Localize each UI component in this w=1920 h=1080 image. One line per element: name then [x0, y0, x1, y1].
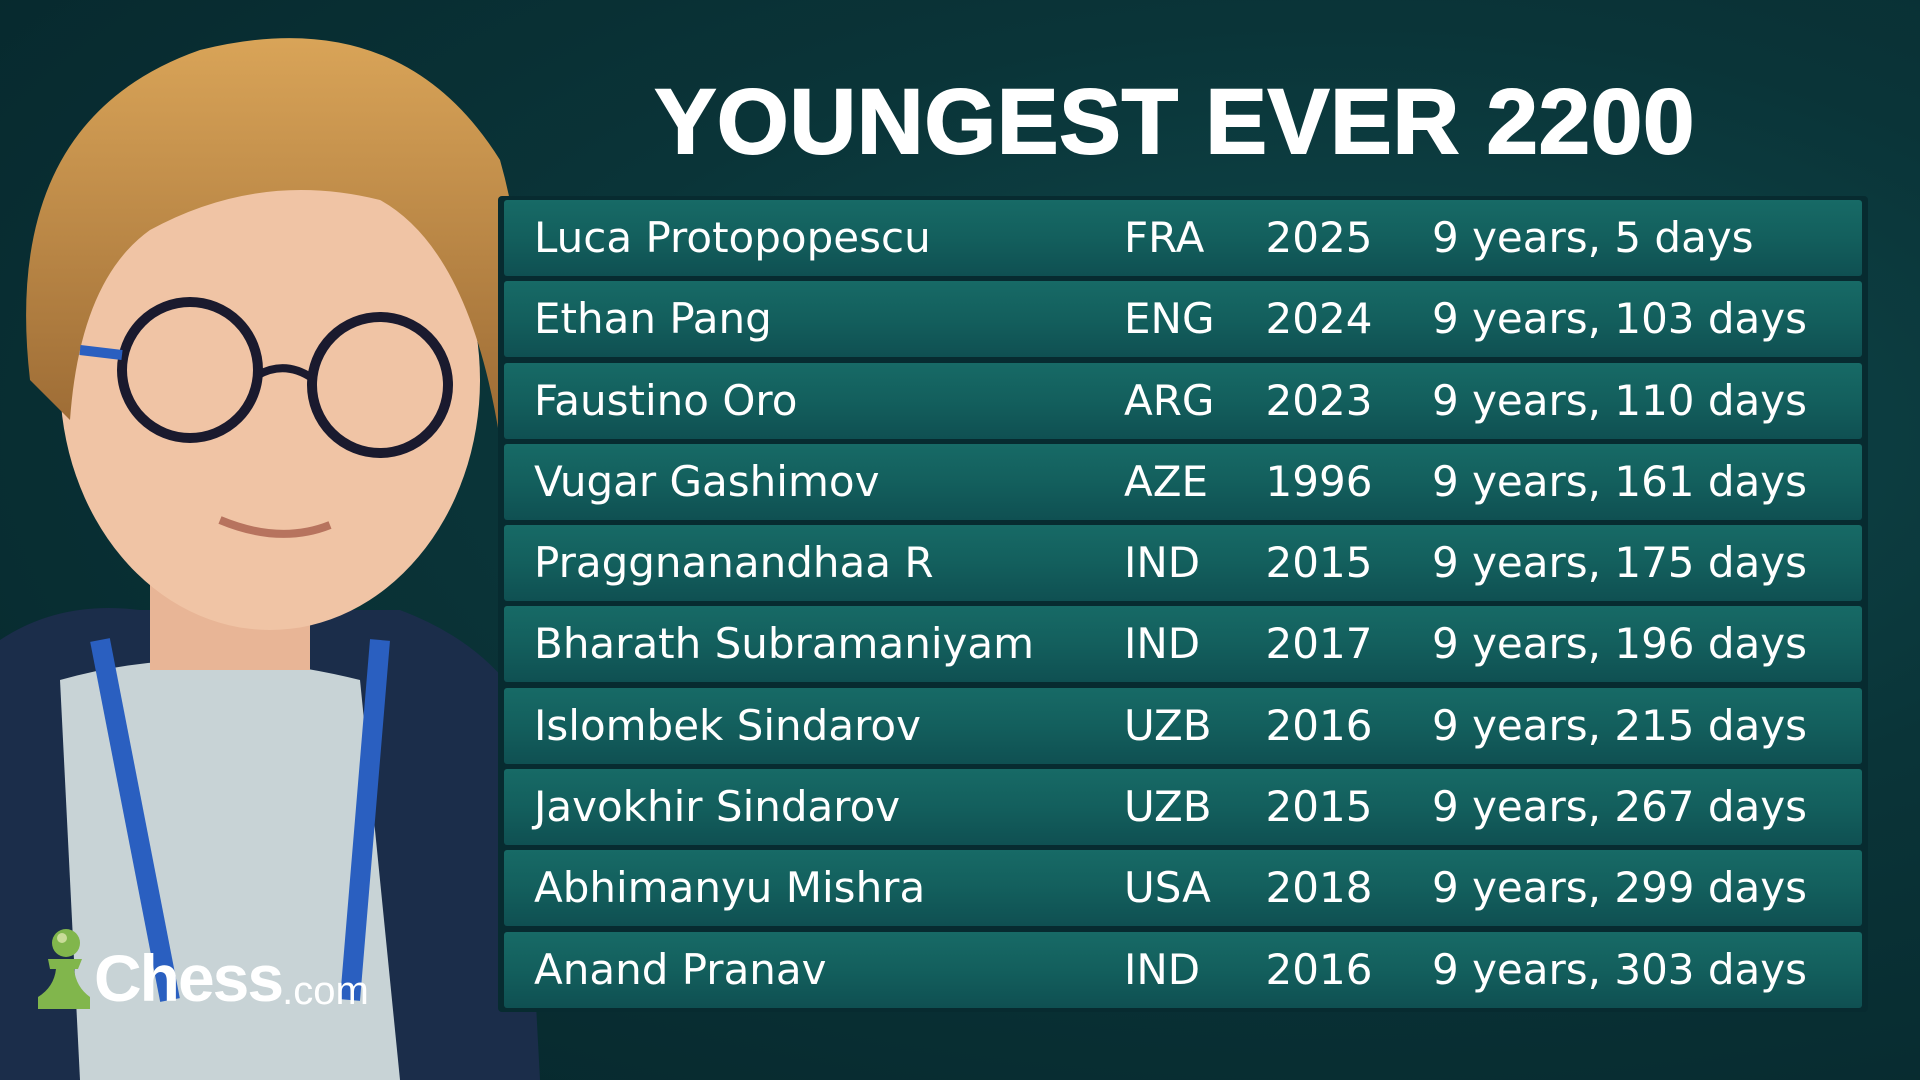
table-row: Luca Protopopescu FRA 2025 9 years, 5 days	[504, 200, 1862, 276]
logo-domain: .com	[282, 969, 369, 1013]
record-age: 9 years, 267 days	[1432, 782, 1808, 832]
table-row: Anand Pranav IND 2016 9 years, 303 days	[504, 931, 1862, 1008]
record-age: 9 years, 299 days	[1432, 863, 1808, 913]
record-age: 9 years, 103 days	[1432, 294, 1808, 344]
table-row: Vugar Gashimov AZE 1996 9 years, 161 days	[504, 443, 1862, 520]
player-country: IND	[1124, 538, 1201, 588]
record-year: 2015	[1265, 538, 1373, 588]
record-age: 9 years, 215 days	[1432, 700, 1808, 750]
record-year: 2025	[1265, 213, 1373, 262]
record-age: 9 years, 175 days	[1432, 538, 1808, 588]
record-year: 2016	[1265, 944, 1373, 994]
pawn-icon	[38, 929, 90, 1009]
rankings-table: Luca Protopopescu FRA 2025 9 years, 5 days …	[498, 196, 1868, 1012]
table-row: Ethan Pang ENG 2024 9 years, 103 days	[504, 281, 1862, 358]
record-age: 9 years, 161 days	[1432, 456, 1808, 506]
player-country: USA	[1124, 863, 1211, 913]
player-country: UZB	[1124, 700, 1212, 750]
table-row: Javokhir Sindarov UZB 2015 9 years, 267 day…	[504, 769, 1862, 846]
logo-brand: Chess	[94, 941, 284, 1015]
record-age: 9 years, 110 days	[1432, 375, 1808, 425]
player-name: Ethan Pang	[534, 294, 772, 344]
player-country: UZB	[1124, 782, 1212, 832]
player-name: Praggnanandhaa R	[534, 538, 934, 588]
player-name: Luca Protopopescu	[534, 213, 931, 262]
player-name: Javokhir Sindarov	[534, 782, 901, 832]
player-country: AZE	[1124, 456, 1209, 506]
table-row: Islombek Sindarov UZB 2016 9 years, 215 day…	[504, 687, 1862, 764]
record-year: 2017	[1265, 619, 1373, 669]
record-year: 2015	[1265, 782, 1373, 832]
record-year: 1996	[1265, 456, 1373, 506]
page-title: YOUNGEST EVER 2200	[654, 70, 1696, 174]
player-name: Islombek Sindarov	[534, 700, 921, 750]
record-age: 9 years, 5 days	[1432, 213, 1754, 262]
table-row: Abhimanyu Mishra USA 2018 9 years, 299 days	[504, 850, 1862, 927]
player-country: IND	[1124, 619, 1201, 669]
record-year: 2023	[1265, 375, 1373, 425]
record-year: 2024	[1265, 294, 1373, 344]
record-year: 2018	[1265, 863, 1373, 913]
chess-com-logo: Chess .com	[34, 925, 369, 1011]
player-photo	[0, 38, 540, 1080]
table-row: Faustino Oro ARG 2023 9 years, 110 days	[504, 362, 1862, 439]
player-name: Vugar Gashimov	[534, 456, 880, 506]
record-age: 9 years, 196 days	[1432, 619, 1808, 669]
player-name: Anand Pranav	[534, 944, 827, 994]
player-country: FRA	[1124, 213, 1205, 262]
record-year: 2016	[1265, 700, 1373, 750]
player-country: ENG	[1124, 294, 1215, 344]
player-name: Faustino Oro	[534, 375, 798, 425]
player-country: ARG	[1124, 375, 1215, 425]
player-country: IND	[1124, 944, 1201, 994]
record-age: 9 years, 303 days	[1432, 944, 1808, 994]
table-row: Bharath Subramaniyam IND 2017 9 years, 196 …	[504, 606, 1862, 683]
player-name: Abhimanyu Mishra	[534, 863, 926, 913]
player-name: Bharath Subramaniyam	[534, 619, 1035, 669]
table-row: Praggnanandhaa R IND 2015 9 years, 175 days	[504, 525, 1862, 602]
